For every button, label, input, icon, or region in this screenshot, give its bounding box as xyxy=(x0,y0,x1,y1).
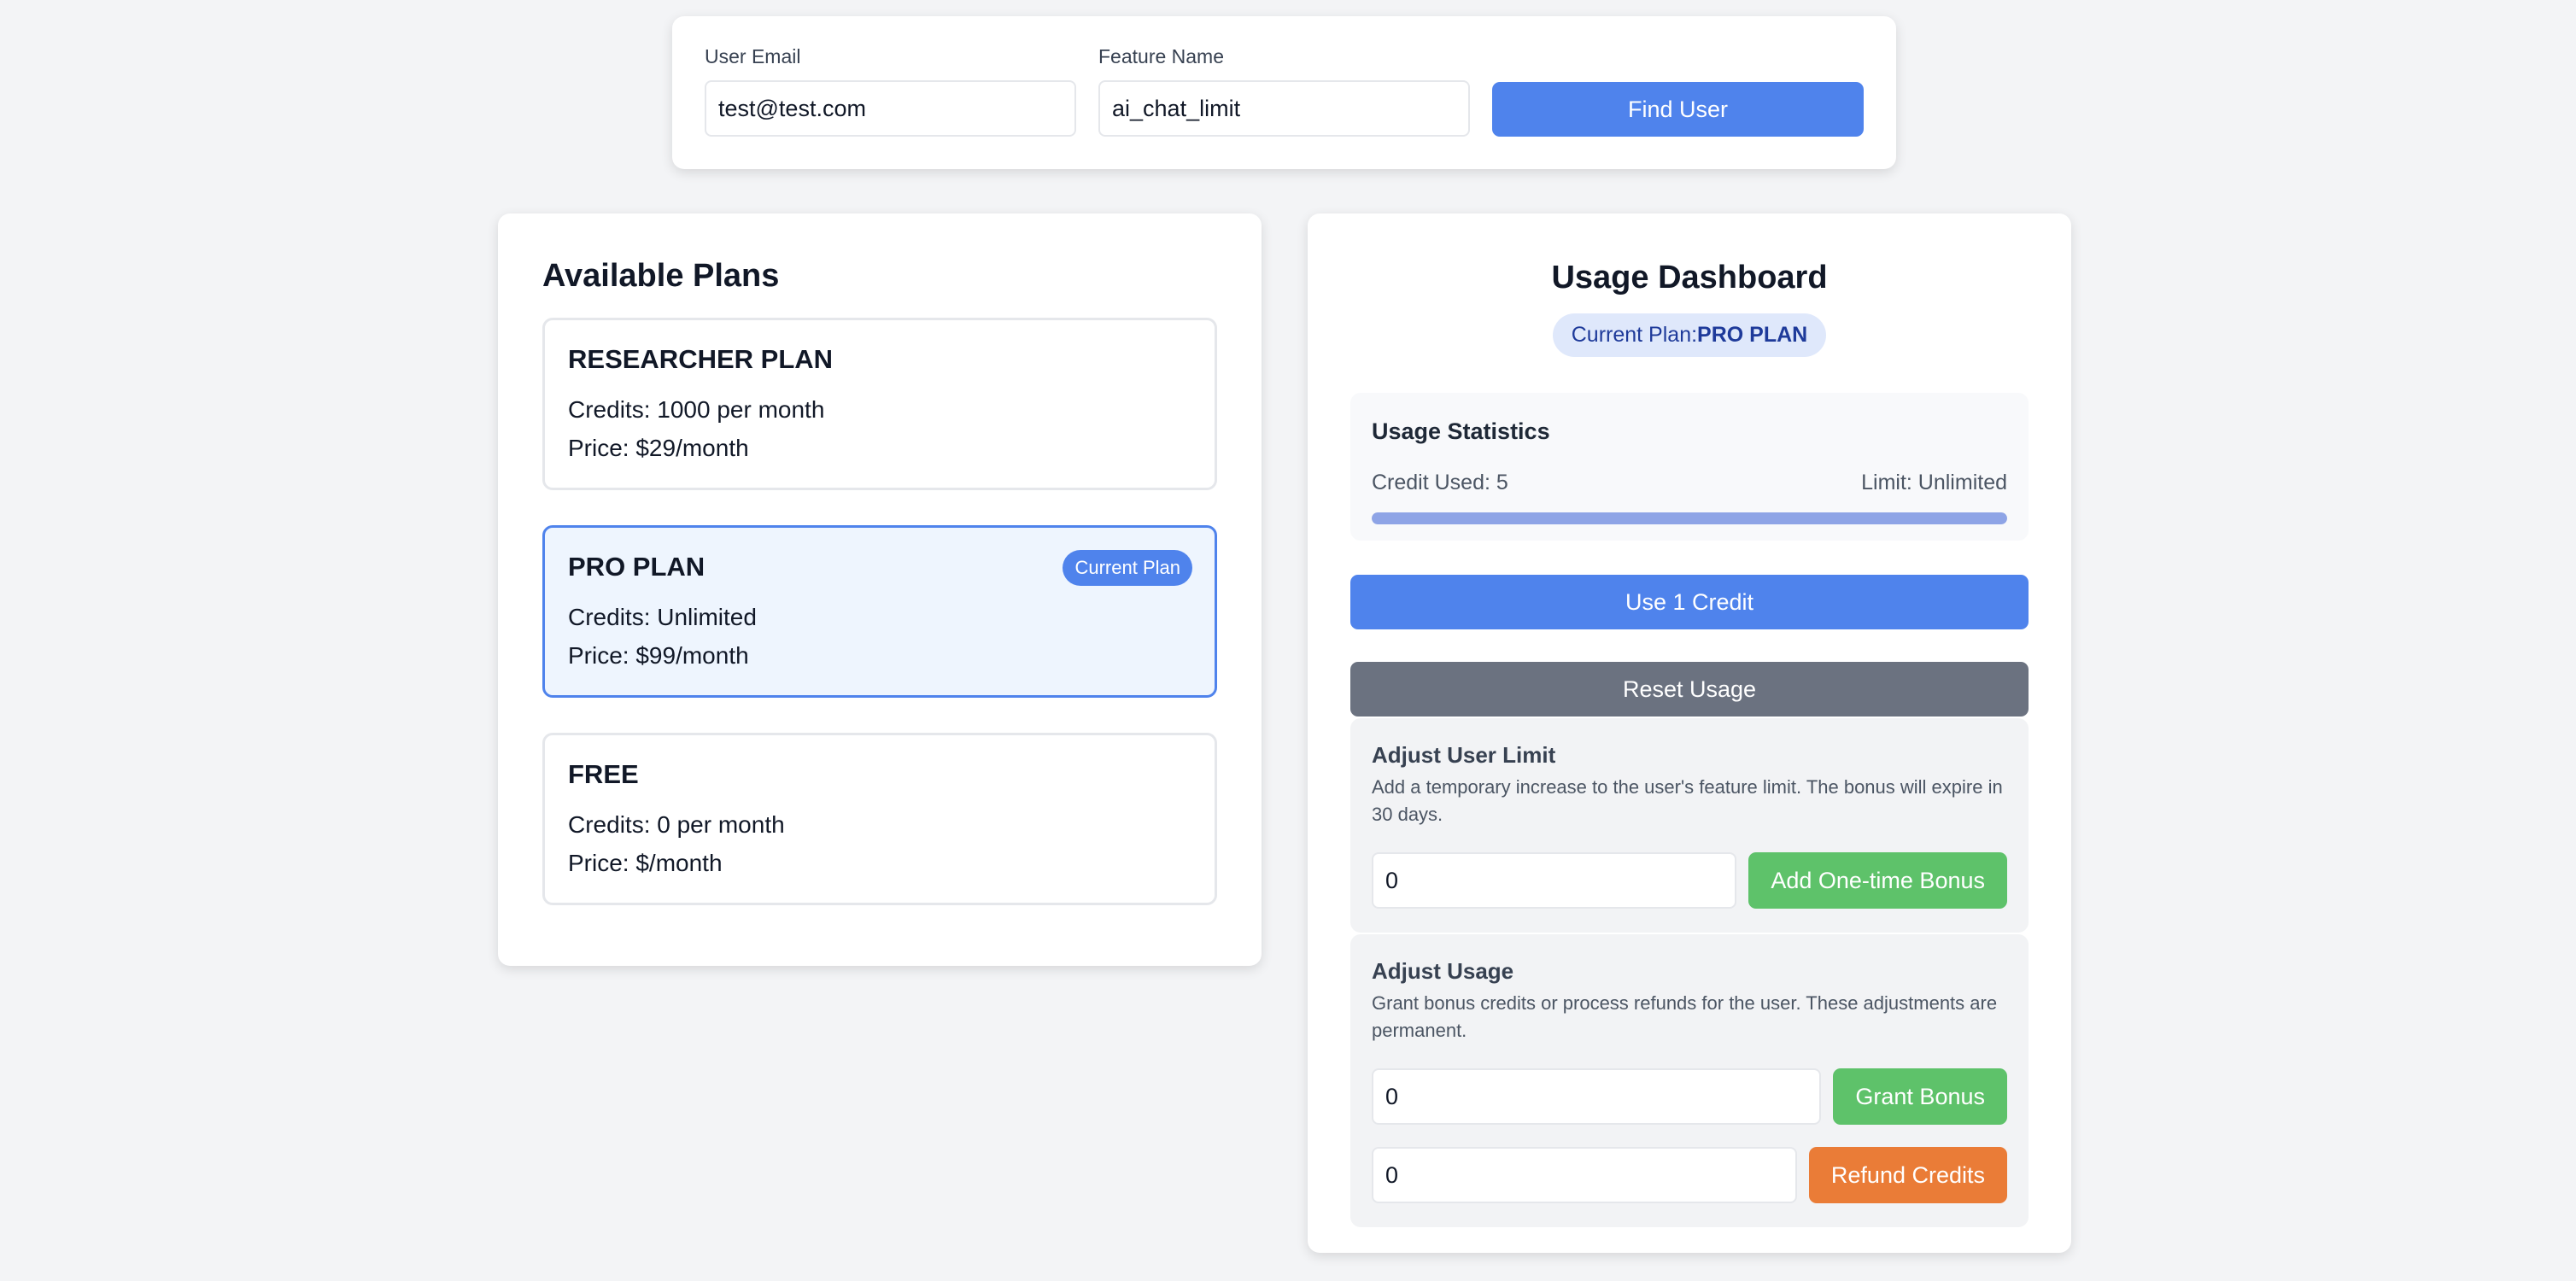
section-title: Adjust Usage xyxy=(1372,958,1514,984)
grant-bonus-input[interactable] xyxy=(1372,1068,1822,1125)
reset-usage-button[interactable]: Reset Usage xyxy=(1350,662,2029,717)
plan-credits: Credits: 1000 per month xyxy=(568,396,825,423)
email-field-group: User Email xyxy=(705,45,1076,137)
plans-title: Available Plans xyxy=(542,258,780,294)
email-label: User Email xyxy=(705,45,801,67)
current-plan-badge: Current Plan xyxy=(1063,550,1192,586)
usage-progress-fill xyxy=(1372,512,2007,524)
feature-input[interactable] xyxy=(1098,80,1470,137)
plan-name: RESEARCHER PLAN xyxy=(568,344,834,374)
usage-progress-bar xyxy=(1372,512,2007,524)
grant-bonus-button[interactable]: Grant Bonus xyxy=(1833,1068,2007,1125)
credit-limit: Limit: Unlimited xyxy=(1861,471,2007,494)
refund-credits-button[interactable]: Refund Credits xyxy=(1808,1147,2007,1203)
add-one-time-bonus-button[interactable]: Add One-time Bonus xyxy=(1748,852,2007,909)
feature-field-group: Feature Name xyxy=(1098,45,1470,137)
plan-card-researcher[interactable]: RESEARCHER PLAN Credits: 1000 per month … xyxy=(542,318,1217,490)
current-plan-label: Current Plan: xyxy=(1571,323,1698,347)
plan-credits: Credits: 0 per month xyxy=(568,811,785,838)
plan-credits: Credits: Unlimited xyxy=(568,604,757,630)
plan-name: PRO PLAN xyxy=(568,552,705,582)
stats-title: Usage Statistics xyxy=(1372,418,1550,444)
adjust-user-limit-section: Adjust User Limit Add a temporary increa… xyxy=(1350,718,2029,933)
plan-card-pro[interactable]: Current Plan PRO PLAN Credits: Unlimited… xyxy=(542,525,1217,698)
plan-card-free[interactable]: FREE Credits: 0 per month Price: $/month xyxy=(542,733,1217,905)
plan-price: Price: $29/month xyxy=(568,435,749,461)
refund-credits-input[interactable] xyxy=(1372,1147,1797,1203)
section-title: Adjust User Limit xyxy=(1372,742,1556,768)
feature-label: Feature Name xyxy=(1098,45,1225,67)
find-user-button[interactable]: Find User xyxy=(1492,82,1864,137)
plan-price: Price: $99/month xyxy=(568,642,749,669)
section-description: Add a temporary increase to the user's f… xyxy=(1372,776,2003,825)
usage-dashboard-panel: Usage Dashboard Current Plan: PRO PLAN U… xyxy=(1308,214,2071,1253)
use-credit-button[interactable]: Use 1 Credit xyxy=(1350,575,2029,629)
current-plan-pill: Current Plan: PRO PLAN xyxy=(1552,313,1827,357)
dashboard-title: Usage Dashboard xyxy=(1551,260,1828,295)
plan-price: Price: $/month xyxy=(568,850,723,876)
adjust-usage-section: Adjust Usage Grant bonus credits or proc… xyxy=(1350,934,2029,1227)
credit-used: Credit Used: 5 xyxy=(1372,471,1508,494)
current-plan-value: PRO PLAN xyxy=(1697,323,1808,347)
user-search-panel: User Email Feature Name Find User xyxy=(672,16,1896,169)
usage-statistics: Usage Statistics Credit Used: 5 Limit: U… xyxy=(1350,393,2029,541)
section-description: Grant bonus credits or process refunds f… xyxy=(1372,992,1998,1041)
plan-name: FREE xyxy=(568,759,639,789)
email-input[interactable] xyxy=(705,80,1076,137)
limit-bonus-input[interactable] xyxy=(1372,852,1737,909)
available-plans-panel: Available Plans RESEARCHER PLAN Credits:… xyxy=(498,214,1262,966)
